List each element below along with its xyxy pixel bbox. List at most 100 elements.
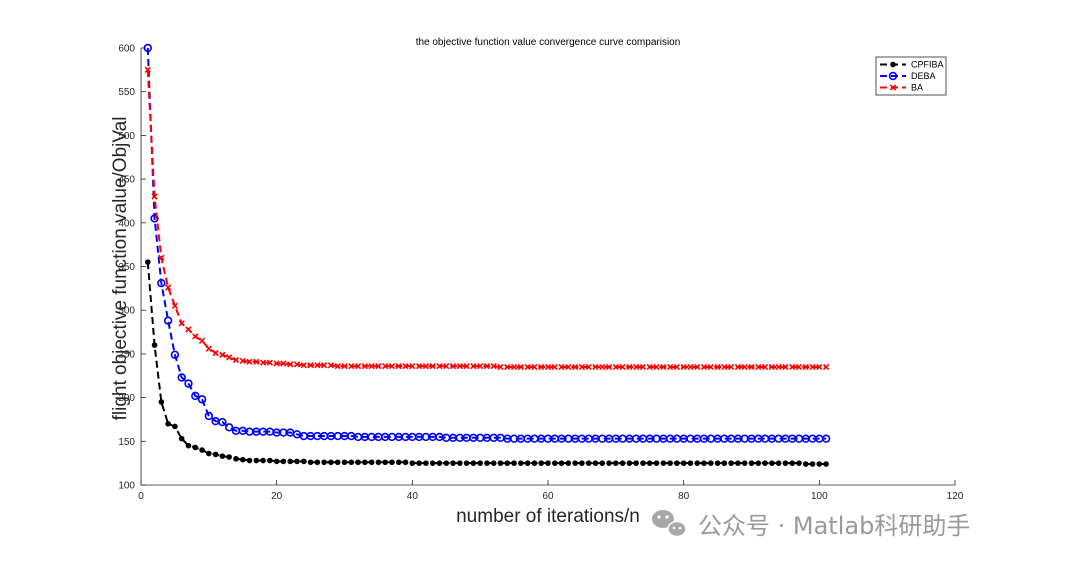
point-ba [761,363,769,371]
point-ba [504,363,511,371]
series-line-deba [146,47,827,440]
point-cpfiba [606,460,612,466]
point-cpfiba [708,460,714,466]
point-cpfiba [823,461,829,467]
wechat-icon [652,510,687,538]
point-ba [198,337,206,344]
point-cpfiba [599,460,606,466]
point-ba [633,363,640,371]
point-ba [592,363,599,371]
point-ba [320,362,328,369]
point-ba [443,362,450,370]
point-ba [470,362,477,370]
point-cpfiba [226,454,232,460]
point-ba [605,363,613,371]
point-cpfiba [301,458,307,465]
point-ba [795,363,803,371]
point-ba [253,358,260,365]
point-deba [224,423,234,432]
point-ba [544,363,552,371]
point-cpfiba [463,460,470,466]
point-cpfiba [490,460,497,466]
point-ba [178,320,185,327]
point-cpfiba [748,460,755,466]
point-deba [218,417,227,427]
point-cpfiba [558,460,565,466]
point-cpfiba [613,460,619,466]
point-ba [551,363,558,371]
x-axis-label: number of iterations/n [456,506,640,527]
point-cpfiba [429,460,436,466]
point-ba [246,358,253,365]
point-ba [341,362,348,370]
point-ba [293,361,301,368]
point-ba [653,363,660,371]
point-cpfiba [457,460,463,466]
point-cpfiba [206,450,212,457]
legend-marker-cpfiba [890,61,896,68]
point-cpfiba [416,460,422,466]
point-ba [707,363,714,371]
point-ba [809,363,816,371]
point-cpfiba [219,453,226,459]
point-ba [666,363,674,371]
y-tick-label: 300 [118,306,135,317]
point-cpfiba [375,459,382,466]
x-tick-label: 80 [678,491,690,502]
point-ba [483,362,491,370]
point-cpfiba [518,460,524,466]
point-cpfiba [626,460,633,466]
point-ba [280,360,287,367]
point-ba [205,345,212,352]
legend-marker-ba [889,84,897,91]
point-ba [239,357,246,365]
point-cpfiba [246,457,253,464]
point-ba [558,363,565,371]
point-cpfiba [470,460,477,466]
watermark: 公众号 · Matlab科研助手 [652,510,970,540]
point-cpfiba [151,342,158,348]
point-ba [368,362,375,370]
point-ba [585,363,592,371]
point-ba [727,363,735,371]
point-ba [219,351,226,358]
point-cpfiba [680,460,687,466]
point-ba [524,363,531,371]
point-deba [177,373,186,382]
point-ba [734,363,742,371]
point-cpfiba [524,460,531,466]
point-cpfiba [389,459,395,466]
point-ba [402,362,409,370]
point-cpfiba [477,460,483,466]
point-ba [382,362,389,370]
point-ba [415,362,423,370]
point-cpfiba [144,259,151,265]
y-axis-label: flight objective function value/ObjVal [110,117,131,421]
point-cpfiba [504,460,511,466]
point-cpfiba [341,459,348,466]
y-tick-label: 450 [118,175,135,186]
y-tick-label: 600 [118,44,135,55]
point-cpfiba [239,456,246,463]
point-cpfiba [307,459,314,466]
point-ba [158,254,165,261]
point-cpfiba [450,460,456,466]
point-cpfiba [172,423,178,430]
point-cpfiba [646,460,653,466]
point-ba [802,363,809,371]
point-cpfiba [497,460,504,466]
point-cpfiba [714,460,721,466]
plot-area [141,48,955,485]
y-tick-label: 400 [118,218,135,229]
y-tick-label: 350 [118,262,135,273]
point-cpfiba [741,460,748,466]
x-tick-label: 60 [542,491,554,502]
point-cpfiba [192,444,199,451]
point-cpfiba [667,460,673,466]
point-cpfiba [511,460,517,466]
point-cpfiba [674,460,680,466]
point-ba [660,363,667,371]
point-deba [163,316,173,325]
point-cpfiba [395,459,402,466]
